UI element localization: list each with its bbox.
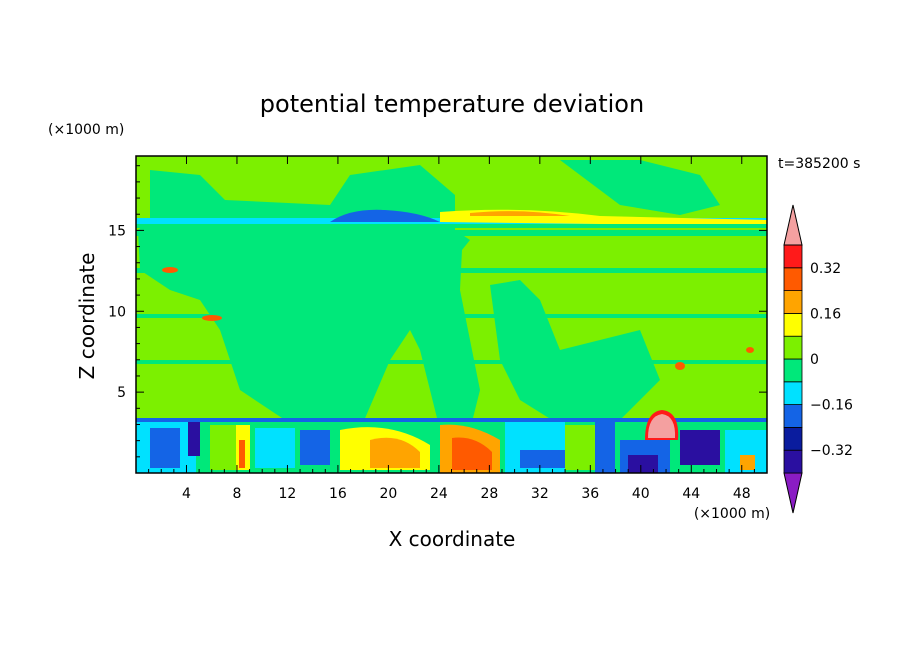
x-tick-label: 4 (182, 486, 191, 502)
boundary-layer-top (136, 418, 767, 422)
warm-core-center (452, 437, 492, 470)
y-tick-label: 5 (117, 385, 126, 401)
colorbar-box (783, 381, 803, 405)
x-tick-label: 36 (581, 486, 599, 502)
colorbar-box (783, 404, 803, 428)
x-tick-label: 24 (430, 486, 448, 502)
warm-bubble (648, 414, 676, 438)
colorbar-box (783, 244, 803, 269)
y-axis: 5 10 15 (108, 165, 767, 458)
neutral-patch (210, 425, 240, 470)
layer-band (136, 268, 767, 273)
x-tick-label: 48 (733, 486, 751, 502)
y-tick-label: 10 (108, 304, 126, 320)
colorbar-box (783, 426, 803, 451)
time-label: t=385200 s (778, 156, 860, 172)
layer-band (136, 230, 767, 236)
warm-streak-core (470, 211, 570, 216)
warm-blob (162, 267, 178, 273)
chart-title: potential temperature deviation (260, 90, 644, 118)
cold-lens (330, 209, 440, 222)
warm-column-core (239, 440, 245, 468)
colorbar-box (783, 290, 803, 314)
warm-blob (675, 362, 685, 370)
inversion-band (136, 218, 767, 227)
plot-area (136, 156, 767, 473)
x-axis: 4 8 12 16 20 24 28 32 36 40 44 48 (148, 156, 755, 502)
colorbar-box (783, 267, 803, 291)
colorbar-box (783, 358, 803, 383)
neutral-region-top (560, 160, 720, 215)
layer-band (136, 360, 767, 364)
cool-column (595, 422, 615, 473)
cool-patch (300, 430, 330, 465)
warm-blob (746, 347, 754, 353)
x-tick-label: 12 (279, 486, 297, 502)
inversion-band-lower (136, 224, 767, 228)
colorbar-box (783, 449, 803, 474)
cold-column (188, 422, 200, 456)
x-tick-label: 20 (379, 486, 397, 502)
x-tick-label: 16 (329, 486, 347, 502)
y-unit-label: (×1000 m) (48, 122, 124, 138)
colorbar: 0.32 0.16 0 −0.16 −0.32 (783, 204, 853, 514)
colorbar-extend-high (783, 204, 803, 246)
cool-patch (255, 428, 295, 468)
x-tick-label: 40 (632, 486, 650, 502)
y-tick-label: 15 (108, 223, 126, 239)
x-tick-label: 8 (232, 486, 241, 502)
x-tick-label: 32 (531, 486, 549, 502)
x-axis-title: X coordinate (389, 527, 516, 551)
cool-patch (150, 428, 180, 468)
x-tick-label: 44 (682, 486, 700, 502)
colorbar-label: 0 (810, 352, 819, 368)
colorbar-label: 0.16 (810, 306, 841, 322)
warm-region-core (370, 437, 420, 468)
colorbar-label: −0.16 (810, 398, 853, 414)
cool-patch (520, 450, 565, 468)
x-tick-label: 28 (480, 486, 498, 502)
neutral-patch (565, 425, 595, 470)
warm-blob (202, 315, 222, 321)
colorbar-label: 0.32 (810, 261, 841, 277)
colorbar-box (783, 312, 803, 337)
x-unit-label: (×1000 m) (694, 506, 770, 522)
colorbar-label: −0.32 (810, 443, 853, 459)
cold-core (680, 430, 720, 465)
warm-blob (740, 455, 755, 470)
layer-band (136, 314, 767, 318)
cold-core (628, 455, 658, 473)
y-axis-title: Z coordinate (75, 253, 99, 380)
colorbar-box (783, 335, 803, 360)
colorbar-extend-low (783, 472, 803, 514)
